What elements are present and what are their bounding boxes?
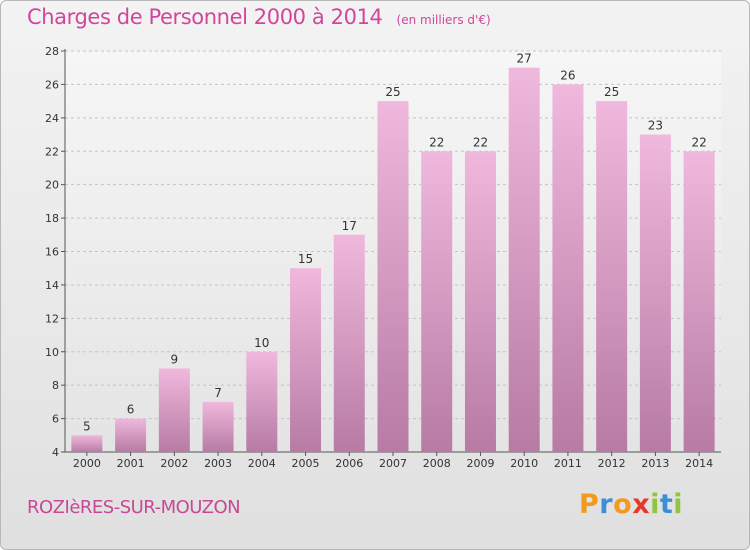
data-label: 22 (473, 135, 488, 149)
y-tick-label: 24 (45, 112, 59, 125)
data-label: 23 (648, 119, 663, 133)
x-tick-label: 2007 (379, 457, 407, 470)
y-tick-label: 16 (45, 246, 59, 259)
y-tick-label: 10 (45, 346, 59, 359)
y-tick-label: 18 (45, 212, 59, 225)
logo-letter: x (632, 489, 651, 520)
x-tick-label: 2008 (423, 457, 451, 470)
logo-letter: P (579, 489, 600, 520)
bar-2006 (333, 234, 365, 452)
city-name: ROZIèRES-SUR-MOUZON (27, 497, 241, 518)
chart-subtitle: (en milliers d'€) (396, 13, 491, 27)
bar-2002 (158, 368, 190, 452)
data-label: 6 (127, 403, 135, 417)
logo-letter: i (650, 489, 660, 520)
y-tick-label: 14 (45, 279, 59, 292)
y-tick-label: 12 (45, 312, 59, 325)
x-tick-label: 2003 (204, 457, 232, 470)
data-label: 22 (691, 135, 706, 149)
y-tick-label: 4 (52, 446, 59, 459)
bar-2001 (115, 418, 147, 452)
bar-2004 (246, 351, 278, 452)
x-tick-label: 2011 (554, 457, 582, 470)
bar-2012 (596, 101, 628, 452)
data-label: 9 (171, 352, 179, 366)
data-label: 25 (385, 85, 400, 99)
data-label: 15 (298, 252, 313, 266)
bar-2014 (683, 151, 715, 452)
x-tick-label: 2012 (598, 457, 626, 470)
logo-letter: o (613, 489, 633, 520)
bars (71, 67, 715, 453)
y-tick-label: 8 (52, 379, 59, 392)
proxiti-logo: Proxiti (579, 489, 683, 520)
x-tick-label: 2004 (248, 457, 276, 470)
bar-2000 (71, 435, 103, 452)
x-tick-label: 2009 (466, 457, 494, 470)
data-label: 10 (254, 336, 269, 350)
data-labels: 5 6 9 7 10 15 17 25 22 22 27 26 25 23 22 (83, 52, 707, 434)
data-label: 22 (429, 135, 444, 149)
logo-letter: r (599, 489, 614, 520)
chart-title-text: Charges de Personnel 2000 à 2014 (27, 5, 383, 29)
data-label: 26 (560, 68, 575, 82)
bar-2013 (639, 134, 671, 452)
data-label: 7 (214, 386, 222, 400)
logo-letter: t (659, 489, 674, 520)
bar-2007 (377, 101, 409, 452)
bar-2003 (202, 401, 234, 452)
y-tick-label: 28 (45, 45, 59, 58)
bar-2011 (552, 84, 584, 453)
x-tick-label: 2000 (73, 457, 101, 470)
x-tick-label: 2013 (641, 457, 669, 470)
chart-title: Charges de Personnel 2000 à 2014 (en mill… (27, 5, 491, 29)
bar-2005 (290, 268, 322, 452)
data-label: 5 (83, 419, 91, 433)
x-tick-label: 2006 (335, 457, 363, 470)
y-tick-label: 22 (45, 145, 59, 158)
bar-2009 (464, 151, 496, 452)
data-label: 27 (517, 52, 532, 66)
x-tick-label: 2001 (117, 457, 145, 470)
x-tick-label: 2002 (160, 457, 188, 470)
y-tick-label: 20 (45, 179, 59, 192)
y-tick-label: 6 (52, 413, 59, 426)
x-tick-label: 2014 (685, 457, 713, 470)
axes: 4 6 8 10 12 14 16 18 20 22 24 26 28 2000 2001 2002 2003 2… (45, 45, 721, 470)
x-tick-label: 2010 (510, 457, 538, 470)
data-label: 17 (342, 219, 357, 233)
bar-2008 (421, 151, 453, 452)
bar-2010 (508, 67, 540, 452)
logo-letter: i (673, 489, 684, 520)
y-tick-label: 26 (45, 78, 59, 91)
x-tick-label: 2005 (292, 457, 320, 470)
data-label: 25 (604, 85, 619, 99)
